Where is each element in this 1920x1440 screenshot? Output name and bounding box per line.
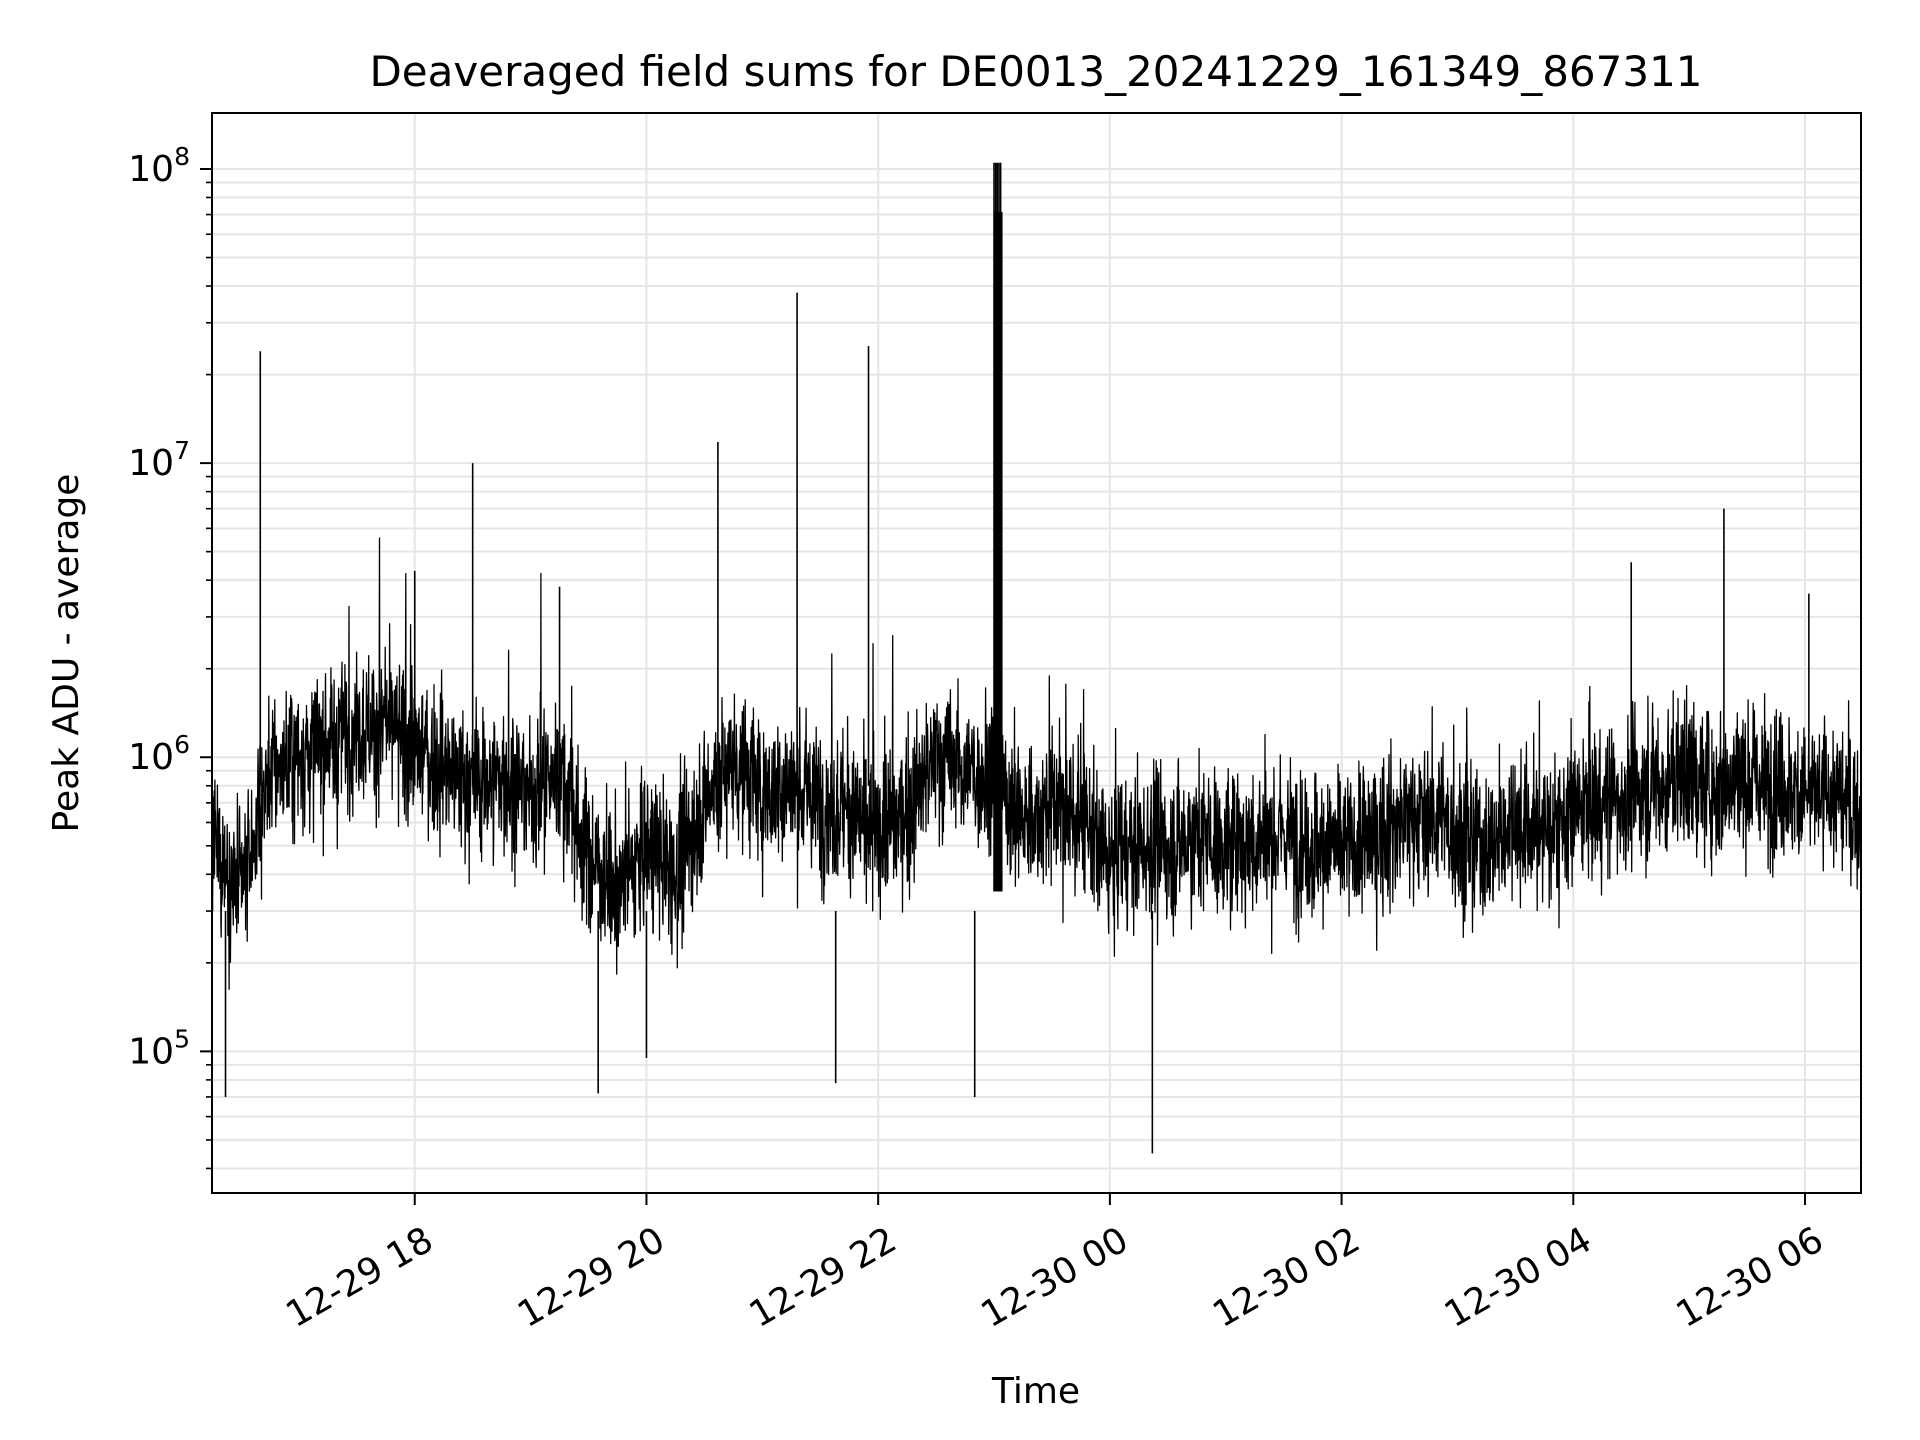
y-tick-label: 108 <box>128 142 190 190</box>
x-axis-label: Time <box>991 1371 1080 1412</box>
plot-frame <box>211 112 1862 1194</box>
y-axis-label: Peak ADU - average <box>46 474 87 833</box>
y-tick-label: 107 <box>128 436 190 484</box>
y-tick-label: 106 <box>128 730 190 778</box>
y-tick-label: 105 <box>128 1024 190 1072</box>
y-axis-ticks: 105 106 107 108 <box>128 142 212 1170</box>
series-layer <box>211 162 1862 1154</box>
series-line <box>211 537 1862 990</box>
chart-title: Deaveraged field sums for DE0013_2024122… <box>369 47 1702 96</box>
